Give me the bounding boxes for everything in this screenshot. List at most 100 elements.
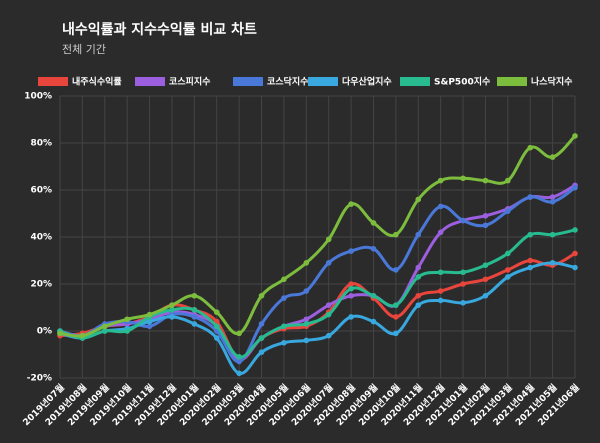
data-point xyxy=(325,302,332,308)
legend-swatch xyxy=(497,77,527,86)
data-point xyxy=(437,288,444,294)
data-point xyxy=(370,245,377,252)
data-point xyxy=(393,314,399,320)
series-line xyxy=(59,183,576,361)
data-point xyxy=(482,213,489,219)
y-tick-label: 40% xyxy=(30,233,52,243)
data-point xyxy=(572,250,578,257)
legend-swatch xyxy=(135,77,165,86)
legend-label: 내주식수익률 xyxy=(72,76,122,88)
data-point xyxy=(437,203,444,210)
data-point xyxy=(258,335,265,341)
data-point xyxy=(415,302,422,308)
data-point xyxy=(303,321,310,327)
y-tick-label: 80% xyxy=(30,139,52,149)
data-point xyxy=(393,231,399,238)
data-point xyxy=(348,285,354,292)
data-point xyxy=(169,307,175,313)
data-point xyxy=(281,323,287,330)
legend-label: S&P500지수 xyxy=(434,76,490,88)
data-point xyxy=(505,250,511,257)
data-point xyxy=(572,133,578,139)
data-point xyxy=(348,292,354,299)
data-point xyxy=(415,292,422,299)
data-point xyxy=(236,330,242,337)
legend-swatch xyxy=(233,77,263,86)
data-point xyxy=(146,311,153,318)
data-point xyxy=(303,316,310,323)
data-point xyxy=(437,297,444,304)
legend-swatch xyxy=(308,77,338,86)
data-point xyxy=(482,276,489,283)
data-point xyxy=(213,335,220,341)
data-point xyxy=(146,318,153,325)
data-point xyxy=(527,144,534,151)
data-point xyxy=(572,184,578,191)
legend-label: 코스닥지수 xyxy=(267,76,308,88)
data-point xyxy=(281,339,287,346)
data-point xyxy=(370,292,377,299)
data-point xyxy=(460,281,466,287)
data-point xyxy=(549,154,556,160)
data-point xyxy=(393,330,399,337)
data-point xyxy=(437,229,444,236)
data-point xyxy=(213,323,220,330)
data-point xyxy=(549,260,556,266)
chart-subtitle: 전체 기간 xyxy=(62,43,106,56)
data-point xyxy=(348,314,354,320)
data-point xyxy=(505,267,511,273)
legend-label: 코스피지수 xyxy=(169,76,210,88)
legend-label: 다우산업지수 xyxy=(342,76,392,88)
data-point xyxy=(348,281,354,287)
data-point xyxy=(505,177,511,184)
y-tick-label: 60% xyxy=(30,186,52,196)
data-point xyxy=(527,264,534,271)
data-point xyxy=(482,222,489,229)
data-point xyxy=(549,231,556,238)
series-line xyxy=(59,252,576,361)
data-point xyxy=(393,267,399,273)
data-point xyxy=(572,227,578,233)
data-point xyxy=(460,217,466,224)
data-point xyxy=(527,257,534,264)
data-point xyxy=(393,302,399,308)
y-tick-label: 0% xyxy=(37,327,52,337)
data-point xyxy=(101,328,108,334)
data-point xyxy=(191,314,198,320)
legend-label: 나스닥지수 xyxy=(531,76,572,88)
data-point xyxy=(191,307,198,313)
data-point xyxy=(527,194,534,200)
data-point xyxy=(57,330,63,337)
data-point xyxy=(325,311,332,318)
data-point xyxy=(236,370,242,377)
data-point xyxy=(505,274,511,280)
data-point xyxy=(572,264,578,271)
data-point xyxy=(370,318,377,325)
data-point xyxy=(281,295,287,301)
data-point xyxy=(437,269,444,276)
data-point xyxy=(549,198,556,205)
data-point xyxy=(213,309,220,316)
data-point xyxy=(348,201,354,207)
data-point xyxy=(79,332,86,339)
data-point xyxy=(460,300,466,306)
data-point xyxy=(281,276,287,283)
chart-title: 내수익률과 지수수익률 비교 차트 xyxy=(62,21,257,38)
data-point xyxy=(124,328,130,334)
data-point xyxy=(527,231,534,238)
data-point xyxy=(258,349,265,355)
y-tick-label: 20% xyxy=(30,280,52,290)
data-point xyxy=(415,231,422,238)
data-point xyxy=(370,220,377,226)
data-point xyxy=(146,323,153,330)
data-point xyxy=(124,316,130,323)
data-point xyxy=(505,208,511,214)
data-point xyxy=(482,292,489,299)
y-tick-label: -20% xyxy=(27,374,52,384)
data-point xyxy=(415,196,422,203)
data-point xyxy=(101,323,108,330)
data-point xyxy=(303,260,310,266)
y-tick-label: 100% xyxy=(24,92,52,102)
legend-swatch xyxy=(400,77,430,86)
